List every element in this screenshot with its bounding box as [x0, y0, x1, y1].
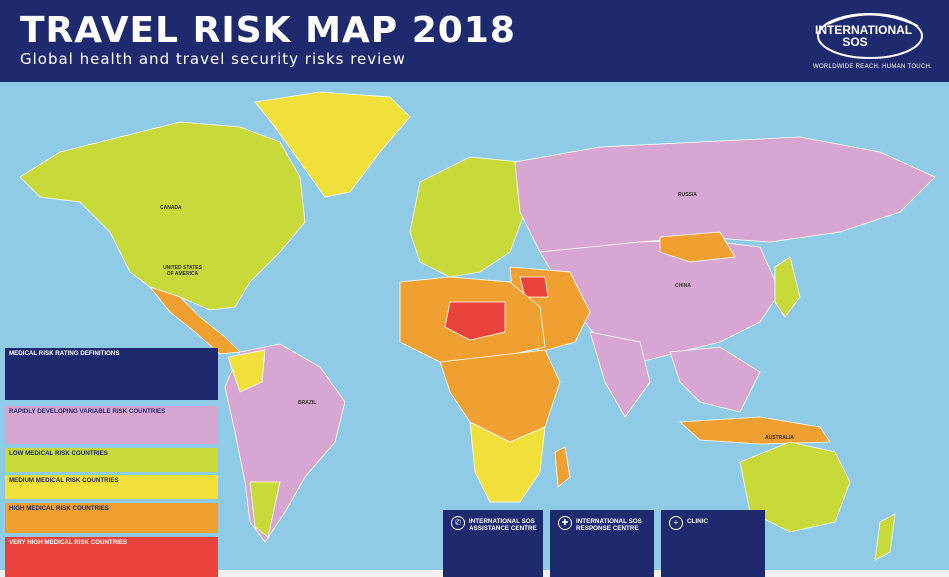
legend-medium: MEDIUM MEDICAL RISK COUNTRIES [5, 475, 218, 499]
clinic-icon: + [669, 516, 683, 530]
infobox-response: ✚ INTERNATIONAL SOS RESPONSE CENTRE [550, 510, 654, 577]
north-america [19, 121, 306, 311]
south-asia [589, 331, 651, 418]
label-brazil: BRAZIL [298, 400, 317, 406]
africa-south [469, 421, 546, 503]
legend-very-high-title: VERY HIGH MEDICAL RISK COUNTRIES [9, 539, 128, 546]
map-subtitle: Global health and travel security risks … [20, 50, 406, 68]
europe [409, 156, 526, 278]
header: TRAVEL RISK MAP 2018 Global health and t… [0, 0, 949, 82]
madagascar [554, 446, 571, 488]
infobox-clinic: + CLINIC [661, 510, 765, 577]
label-australia: AUSTRALIA [765, 435, 794, 441]
legend-variable-title: RAPIDLY DEVELOPING VARIABLE RISK COUNTRI… [9, 408, 166, 415]
legend-high-title: HIGH MEDICAL RISK COUNTRIES [9, 505, 109, 512]
indonesia [679, 416, 831, 445]
infobox-clinic-title: CLINIC [687, 518, 708, 525]
legend-definitions-title: MEDICAL RISK RATING DEFINITIONS [9, 350, 120, 357]
label-russia: RUSSIA [678, 192, 697, 198]
logo-tagline: WORLDWIDE REACH. HUMAN TOUCH. [813, 64, 933, 70]
greenland [254, 91, 411, 198]
legend-high: HIGH MEDICAL RISK COUNTRIES [5, 503, 218, 533]
mongolia [659, 231, 736, 263]
map-title: TRAVEL RISK MAP 2018 [20, 10, 516, 51]
infobox-assistance-title: INTERNATIONAL SOS ASSISTANCE CENTRE [469, 518, 537, 532]
logo-name: INTERNATIONAL SOS [815, 23, 913, 49]
label-usa: UNITED STATES OF AMERICA [163, 265, 202, 277]
label-canada: CANADA [160, 205, 182, 211]
new-zealand [874, 513, 896, 561]
south-america-south [249, 481, 281, 538]
legend-variable: RAPIDLY DEVELOPING VARIABLE RISK COUNTRI… [5, 406, 218, 444]
response-centre-icon: ✚ [558, 516, 572, 530]
legend-low: LOW MEDICAL RISK COUNTRIES [5, 448, 218, 472]
legend-very-high: VERY HIGH MEDICAL RISK COUNTRIES [5, 537, 218, 577]
south-america-north [227, 349, 266, 393]
infobox-assistance: ✆ INTERNATIONAL SOS ASSISTANCE CENTRE [443, 510, 543, 577]
assistance-centre-icon: ✆ [451, 516, 465, 530]
label-china: CHINA [675, 283, 691, 289]
japan [774, 256, 801, 318]
legend-low-title: LOW MEDICAL RISK COUNTRIES [9, 450, 108, 457]
africa-sahel [444, 301, 506, 341]
infobox-response-title: INTERNATIONAL SOS RESPONSE CENTRE [576, 518, 642, 532]
globe-logo-icon [817, 13, 923, 59]
legend-medium-title: MEDIUM MEDICAL RISK COUNTRIES [9, 477, 119, 484]
yemen-syria [519, 276, 549, 298]
legend-definitions: MEDICAL RISK RATING DEFINITIONS [5, 348, 218, 400]
southeast-asia [669, 346, 761, 413]
